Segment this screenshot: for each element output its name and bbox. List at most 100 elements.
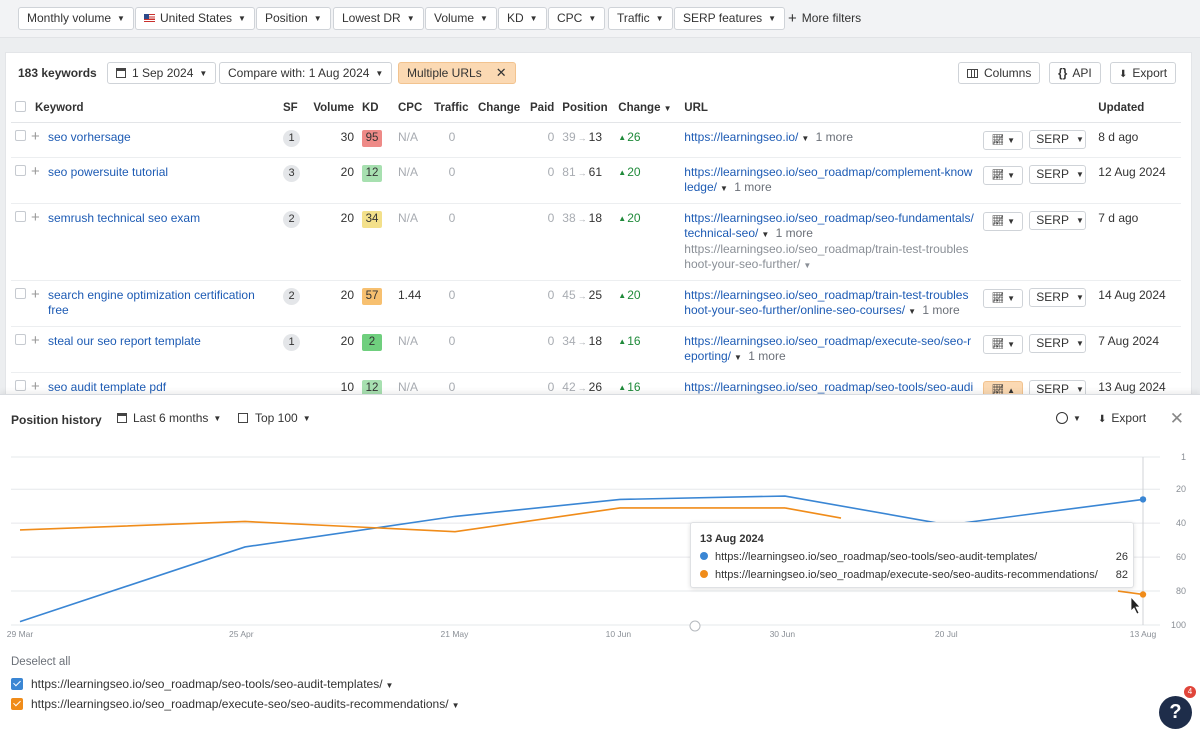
col-traffic[interactable]: Traffic [430,94,474,123]
legend-checkbox-orange[interactable] [11,698,23,710]
position-history-toggle[interactable]: 📈︎ ▼ [983,130,1024,150]
col-volume[interactable]: Volume [304,94,358,123]
more-urls-link[interactable]: 1 more [815,129,853,144]
more-urls-link[interactable]: 1 more [734,179,772,194]
multiple-urls-chip[interactable]: Multiple URLs ✕ [398,62,516,84]
row-checkbox[interactable] [15,287,26,299]
columns-button[interactable]: Columns [958,62,1041,84]
filter-volume[interactable]: Volume ▼ [425,7,497,30]
history-export-button[interactable]: ⬇ Export [1098,411,1146,425]
chevron-down-icon[interactable]: ▼ [720,183,728,193]
ranking-url[interactable]: https://learningseo.io/seo_roadmap/train… [684,287,969,317]
row-checkbox[interactable] [15,129,26,141]
serp-button[interactable]: SERP ▼ [1029,164,1087,184]
sf-badge[interactable]: 2 [283,287,300,305]
legend-checkbox-blue[interactable] [11,678,23,690]
ranking-url[interactable]: https://learningseo.io/seo_roadmap/compl… [684,164,973,194]
chevron-down-icon[interactable]: ▼ [385,681,394,690]
col-url[interactable]: URL [680,94,979,123]
col-position-change[interactable]: Change ▼ [614,94,681,123]
row-checkbox[interactable] [15,333,26,345]
table-row[interactable]: + steal our seo report template 1 20 2 N/A 0 0 3… [11,326,1181,373]
legend-item[interactable]: https://learningseo.io/seo_roadmap/seo-t… [11,677,396,691]
row-checkbox[interactable] [15,164,26,176]
col-updated[interactable]: Updated [1094,94,1181,123]
keyword-link[interactable]: search engine optimization certification… [48,287,255,317]
serp-button[interactable]: SERP ▼ [1029,287,1087,307]
keyword-link[interactable]: steal our seo report template [48,333,201,348]
range-dropdown[interactable]: Last 6 months ▼ [117,411,221,425]
keyword-link[interactable]: semrush technical seo exam [48,210,201,225]
add-icon[interactable]: + [31,162,40,180]
position-history-toggle[interactable]: 📈︎ ▼ [983,211,1024,231]
filter-kd[interactable]: KD ▼ [498,7,547,30]
add-icon[interactable]: + [31,127,40,145]
filter-serp-features[interactable]: SERP features ▼ [674,7,786,30]
row-checkbox[interactable] [15,210,26,222]
col-kd[interactable]: KD [358,94,394,123]
add-icon[interactable]: + [31,208,40,226]
sf-badge[interactable]: 1 [283,333,300,351]
more-filters-button[interactable]: + More filters [788,7,861,30]
arrow-up-icon: ▲ [618,167,627,177]
close-icon[interactable]: ✕ [495,65,507,80]
keyword-link[interactable]: seo audit template pdf [48,379,167,394]
chevron-down-icon[interactable]: ▼ [451,701,460,710]
chevron-down-icon[interactable]: ▼ [803,260,812,270]
serp-button[interactable]: SERP ▼ [1029,210,1087,230]
row-checkbox[interactable] [15,379,26,391]
col-keyword[interactable]: Keyword [31,94,279,123]
select-all-checkbox[interactable] [15,100,26,112]
filter-traffic[interactable]: Traffic ▼ [608,7,673,30]
top-dropdown[interactable]: Top 100 ▼ [238,411,311,425]
export-button[interactable]: ⬇ Export [1110,62,1177,84]
position-history-toggle[interactable]: 📈︎ ▼ [983,165,1024,185]
serp-button[interactable]: SERP ▼ [1029,333,1087,353]
sf-badge[interactable]: 2 [283,210,300,228]
chevron-down-icon[interactable]: ▼ [801,133,810,143]
add-icon[interactable]: + [31,377,40,395]
keyword-link[interactable]: seo vorhersage [48,129,131,144]
table-row[interactable]: + semrush technical seo exam 2 20 34 N/A 0 0 38 →… [11,203,1181,281]
col-sf[interactable]: SF [279,94,304,123]
date-picker[interactable]: 1 Sep 2024 ▼ [107,62,217,84]
compare-picker[interactable]: Compare with: 1 Aug 2024 ▼ [219,62,393,84]
keyword-link[interactable]: seo powersuite tutorial [48,164,169,179]
filter-position[interactable]: Position ▼ [256,7,331,30]
ranking-url[interactable]: https://learningseo.io/ [684,129,799,144]
table-row[interactable]: + seo vorhersage 1 30 95 N/A 0 0 39 → 13 ▲26 https:/… [11,122,1181,158]
add-icon[interactable]: + [31,285,40,303]
position-history-toggle[interactable]: 📈︎ ▼ [983,334,1024,354]
legend-item[interactable]: https://learningseo.io/seo_roadmap/execu… [11,697,463,711]
more-urls-link[interactable]: 1 more [748,348,786,363]
filter-monthly-volume[interactable]: Monthly volume ▼ [18,7,134,30]
trend-line-icon: 📈︎ [991,292,1005,304]
sf-badge[interactable]: 3 [283,164,300,182]
col-traffic-change[interactable]: Change [474,94,526,123]
help-button[interactable]: ? [1159,696,1192,729]
add-icon[interactable]: + [31,331,40,349]
ranking-url[interactable]: https://learningseo.io/seo_roadmap/execu… [684,333,972,363]
sf-badge[interactable]: 1 [283,129,300,147]
col-position[interactable]: Position [558,94,615,123]
filter-cpc[interactable]: CPC ▼ [548,7,606,30]
position-history-toggle[interactable]: 📈︎ ▼ [983,288,1024,308]
filter-lowest-dr[interactable]: Lowest DR ▼ [333,7,424,30]
api-button[interactable]: {} API [1049,62,1101,84]
filter-united-states[interactable]: United States ▼ [135,7,255,30]
more-urls-link[interactable]: 1 more [922,302,960,317]
annotations-dropdown[interactable]: ▼ [1056,411,1081,425]
ranking-url[interactable]: https://learningseo.io/seo_roadmap/seo-f… [684,210,974,240]
col-paid[interactable]: Paid [526,94,559,123]
secondary-url[interactable]: https://learningseo.io/seo_roadmap/train… [684,241,969,271]
chevron-down-icon[interactable]: ▼ [761,229,770,239]
close-icon[interactable]: ✕ [1169,409,1184,428]
table-row[interactable]: + seo powersuite tutorial 3 20 12 N/A 0 0 81 → 61 ▲… [11,157,1181,204]
chevron-down-icon[interactable]: ▼ [734,352,742,362]
table-row[interactable]: + search engine optimization certificatio… [11,280,1181,327]
more-urls-link[interactable]: 1 more [775,225,813,240]
serp-button[interactable]: SERP ▼ [1029,129,1087,149]
deselect-all-link[interactable]: Deselect all [11,656,71,668]
col-cpc[interactable]: CPC [394,94,430,123]
chevron-down-icon[interactable]: ▼ [908,306,916,316]
